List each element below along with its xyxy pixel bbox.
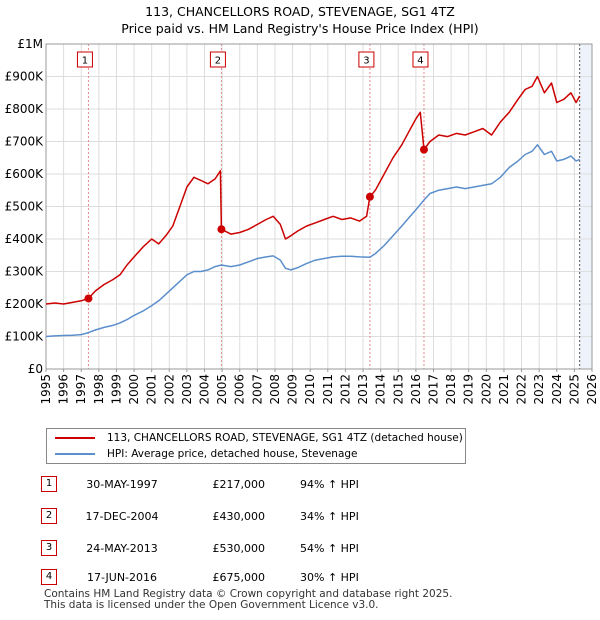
footer-note: Contains HM Land Registry data © Crown c… <box>44 589 452 611</box>
sale-marker-box-frame <box>412 51 429 68</box>
sale-marker-box-frame <box>209 51 226 68</box>
x-tick-label: 2012 <box>338 374 352 405</box>
sale-marker-box-1: 1 <box>76 51 93 68</box>
chart-title-line1: 113, CHANCELLORS ROAD, STEVENAGE, SG1 4T… <box>145 4 455 19</box>
legend-item-hpi: HPI: Average price, detached house, Stev… <box>55 446 358 462</box>
x-tick-label: 1995 <box>39 374 53 405</box>
x-tick-label: 2004 <box>198 374 212 405</box>
sale-marker-box-label: 3 <box>363 56 369 67</box>
x-tick-label: 2018 <box>444 374 458 405</box>
x-tick-label: 2016 <box>409 374 423 405</box>
series-line-property <box>45 75 581 305</box>
x-tick-label: 2008 <box>268 374 282 405</box>
x-tick-label: 1998 <box>92 374 106 405</box>
sale-marker-box-frame <box>76 51 93 68</box>
sale-marker-box-label: 4 <box>417 56 423 67</box>
sale-date: 17-JUN-2016 <box>86 571 158 584</box>
sale-hpi-change: 30% ↑ HPI <box>300 571 359 584</box>
x-tick-label: 2023 <box>532 374 546 405</box>
sale-hpi-change: 34% ↑ HPI <box>300 510 359 523</box>
legend-label-property: 113, CHANCELLORS ROAD, STEVENAGE, SG1 4T… <box>107 432 463 444</box>
legend-swatch-hpi <box>55 453 95 455</box>
x-tick-label: 2005 <box>215 374 229 405</box>
legend-label-hpi: HPI: Average price, detached house, Stev… <box>107 448 358 460</box>
sale-row-3: 3 24-MAY-2013 £530,000 54% ↑ HPI <box>0 540 600 560</box>
sale-price: £217,000 <box>212 478 266 491</box>
y-tick-label: £500K <box>5 200 45 214</box>
sale-badge: 4 <box>41 569 57 585</box>
x-tick-label: 1999 <box>109 374 123 405</box>
x-tick-label: 2022 <box>515 374 529 405</box>
x-tick-label: 2020 <box>479 374 493 405</box>
legend-swatch-property <box>55 437 95 439</box>
series-line-hpi <box>45 144 581 338</box>
x-tick-label: 2017 <box>426 374 440 405</box>
plot-frame <box>45 43 593 370</box>
y-tick-label: £400K <box>5 232 45 246</box>
chart-title: 113, CHANCELLORS ROAD, STEVENAGE, SG1 4T… <box>0 3 600 37</box>
chart-legend: 113, CHANCELLORS ROAD, STEVENAGE, SG1 4T… <box>46 428 466 464</box>
sale-price: £675,000 <box>212 571 266 584</box>
x-tick-label: 2024 <box>550 374 564 405</box>
sale-marker-box-label: 2 <box>215 56 221 67</box>
sale-marker-box-label: 1 <box>82 56 88 67</box>
sale-marker-box-3: 3 <box>358 51 375 68</box>
sale-date: 17-DEC-2004 <box>85 510 159 523</box>
y-tick-label: £600K <box>5 167 45 181</box>
x-tick-label: 2013 <box>356 374 370 405</box>
x-tick-label: 2014 <box>374 374 388 405</box>
sale-point-4 <box>419 145 428 154</box>
x-tick-label: 2009 <box>286 374 300 405</box>
chart-title-line2: Price paid vs. HM Land Registry's House … <box>121 21 479 36</box>
sale-badge: 1 <box>41 476 57 492</box>
x-tick-label: 1996 <box>57 374 71 405</box>
y-tick-label: £200K <box>5 297 45 311</box>
x-tick-label: 2000 <box>127 374 141 405</box>
price-chart: £0 £100K £200K £300K £400K £500K £600K £700K £80… <box>5 37 599 405</box>
x-tick-label: 2021 <box>497 374 511 405</box>
x-tick-label: 2011 <box>321 374 335 405</box>
sale-point-3 <box>365 192 374 201</box>
x-tick-label: 2002 <box>162 374 176 405</box>
y-tick-label: £900K <box>5 70 45 84</box>
x-tick-label: 2026 <box>585 374 599 405</box>
sale-row-1: 1 30-MAY-1997 £217,000 94% ↑ HPI <box>0 476 600 496</box>
sale-date: 30-MAY-1997 <box>86 478 158 491</box>
legend-item-property: 113, CHANCELLORS ROAD, STEVENAGE, SG1 4T… <box>55 430 463 446</box>
y-tick-label: £0 <box>28 362 43 376</box>
sale-marker-box-2: 2 <box>209 51 226 68</box>
x-tick-label: 1997 <box>74 374 88 405</box>
sale-row-4: 4 17-JUN-2016 £675,000 30% ↑ HPI <box>0 569 600 589</box>
x-tick-label: 2025 <box>567 374 581 405</box>
sale-point-2 <box>217 225 226 234</box>
x-tick-label: 2001 <box>145 374 159 405</box>
sale-marker-box-4: 4 <box>412 51 429 68</box>
sale-price: £430,000 <box>212 510 266 523</box>
sale-hpi-change: 54% ↑ HPI <box>300 542 359 555</box>
footer-line2: This data is licensed under the Open Gov… <box>44 599 379 611</box>
y-tick-label: £300K <box>5 265 45 279</box>
x-tick-label: 2003 <box>180 374 194 405</box>
y-tick-label: £1M <box>17 37 43 51</box>
sale-point-1 <box>84 294 93 303</box>
sale-hpi-change: 94% ↑ HPI <box>300 478 359 491</box>
footer-line1: Contains HM Land Registry data © Crown c… <box>44 588 453 600</box>
y-tick-label: £100K <box>5 330 45 344</box>
sale-marker-box-frame <box>358 51 375 68</box>
sale-row-2: 2 17-DEC-2004 £430,000 34% ↑ HPI <box>0 508 600 528</box>
sale-date: 24-MAY-2013 <box>86 542 158 555</box>
x-tick-label: 2010 <box>303 374 317 405</box>
x-tick-label: 2006 <box>233 374 247 405</box>
sale-badge: 2 <box>41 508 57 524</box>
y-tick-label: £700K <box>5 135 45 149</box>
y-tick-label: £800K <box>5 102 45 116</box>
x-tick-label: 2019 <box>462 374 476 405</box>
sale-price: £530,000 <box>212 542 266 555</box>
x-tick-label: 2015 <box>391 374 405 405</box>
x-tick-label: 2007 <box>250 374 264 405</box>
sale-badge: 3 <box>41 540 57 556</box>
